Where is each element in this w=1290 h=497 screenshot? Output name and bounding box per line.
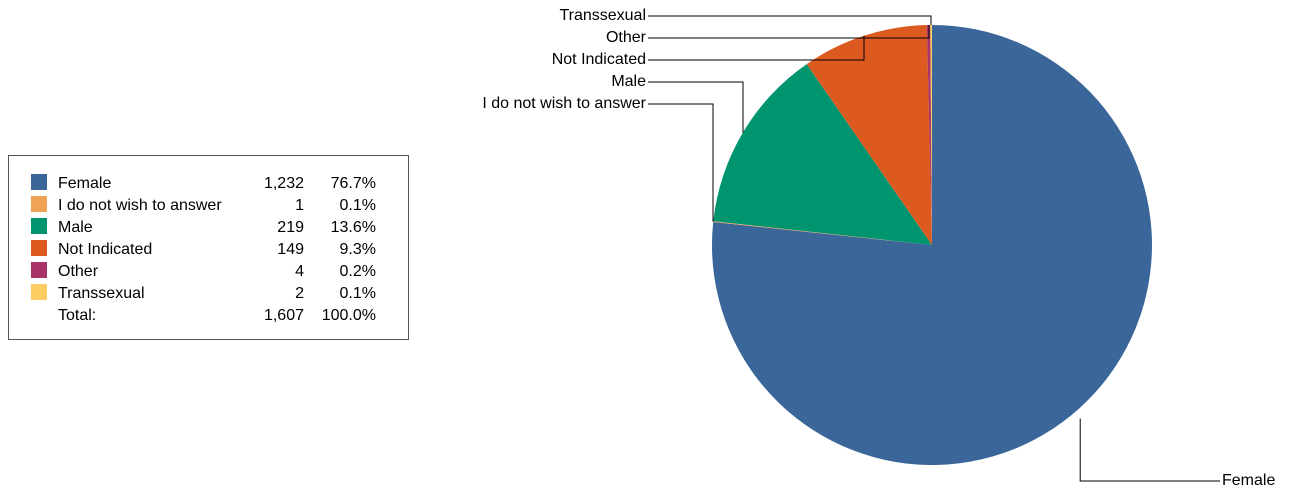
leader-line xyxy=(648,35,865,61)
leader-line xyxy=(648,25,930,39)
legend-total-percent: 100.0% xyxy=(321,307,376,324)
pie-slice-transsexual xyxy=(930,25,932,245)
legend: Female 1,232 76.7% I do not wish to answer 1… xyxy=(8,155,409,340)
pie-slice-male xyxy=(713,64,932,246)
legend-row: I do not wish to answer 1 0.1% xyxy=(31,195,376,217)
callout-label: Transsexual xyxy=(559,7,646,24)
legend-count: 219 xyxy=(277,219,304,236)
legend-row: Transsexual 2 0.1% xyxy=(31,283,376,305)
pie-slice-other xyxy=(926,25,932,246)
pie-slice-female xyxy=(711,25,1152,466)
legend-row: Female 1,232 76.7% xyxy=(31,173,376,195)
callout-label: Not Indicated xyxy=(552,51,646,68)
legend-percent: 76.7% xyxy=(330,175,376,192)
legend-label: Not Indicated xyxy=(58,241,153,258)
legend-label: I do not wish to answer xyxy=(58,197,222,214)
callout-label: Female xyxy=(1222,472,1275,489)
legend-swatch xyxy=(31,284,47,301)
legend-row: Not Indicated 149 9.3% xyxy=(31,239,376,261)
legend-label: Other xyxy=(58,263,99,280)
legend-count: 149 xyxy=(277,241,304,258)
legend-count: 1,232 xyxy=(263,175,304,192)
leader-line xyxy=(1079,418,1220,482)
callout-label: Other xyxy=(606,29,647,46)
legend-percent: 0.2% xyxy=(339,263,376,280)
legend-total-label: Total: xyxy=(58,307,97,324)
legend-swatch xyxy=(31,240,47,257)
callout-label: Male xyxy=(611,73,646,90)
legend-count: 2 xyxy=(295,285,304,302)
legend-count: 4 xyxy=(295,263,304,280)
legend-total-row: Total: 1,607 100.0% xyxy=(31,305,376,327)
leader-line xyxy=(648,81,744,133)
legend-count: 1 xyxy=(295,197,304,214)
legend-swatch xyxy=(31,196,47,213)
legend-row: Other 4 0.2% xyxy=(31,261,376,283)
callout-label: I do not wish to answer xyxy=(482,95,646,112)
legend-body: Female 1,232 76.7% I do not wish to answer 1… xyxy=(31,173,376,305)
pie-slices xyxy=(711,25,1152,466)
pie-callout-labels: Female Transsexual Other Not Indicated Male I… xyxy=(482,7,1275,489)
legend-percent: 0.1% xyxy=(339,197,376,214)
legend-label: Male xyxy=(58,219,93,236)
leader-line xyxy=(648,103,714,222)
legend-label: Female xyxy=(58,175,112,192)
legend-row: Male 219 13.6% xyxy=(31,217,376,239)
legend-percent: 13.6% xyxy=(330,219,376,236)
legend-label: Transsexual xyxy=(58,285,145,302)
legend-swatch xyxy=(31,262,47,279)
legend-table: Female 1,232 76.7% I do not wish to answer 1… xyxy=(31,173,376,327)
legend-total-count: 1,607 xyxy=(263,307,304,324)
legend-percent: 9.3% xyxy=(339,241,376,258)
pie-slice-i-do-not-wish-to-answer xyxy=(713,221,932,245)
pie-slice-not-indicated xyxy=(806,25,932,246)
leader-line xyxy=(648,15,932,25)
legend-swatch xyxy=(31,174,47,191)
pie-leader-lines xyxy=(648,15,1220,482)
legend-swatch xyxy=(31,218,47,235)
legend-percent: 0.1% xyxy=(339,285,376,302)
